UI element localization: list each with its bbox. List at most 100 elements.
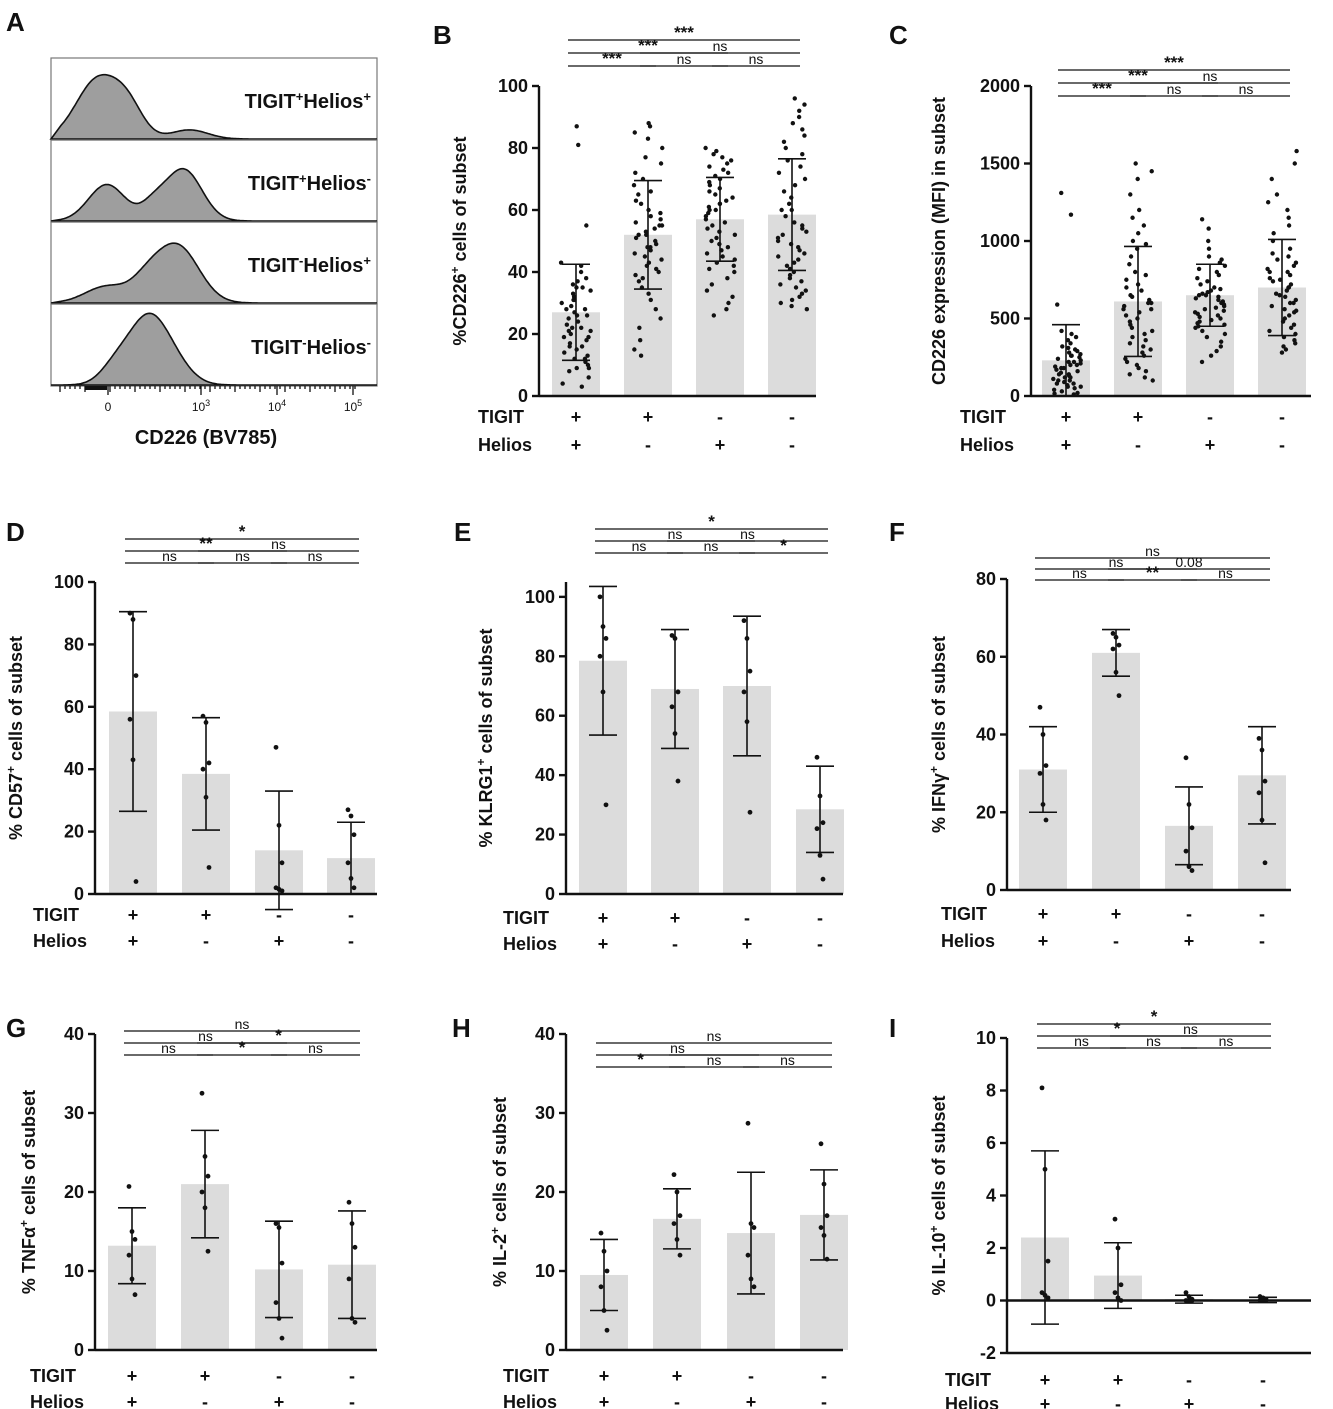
- data-point: [787, 266, 793, 272]
- significance-label: ***: [674, 23, 694, 42]
- tigit-sign: +: [127, 1366, 138, 1386]
- tigit-sign: +: [599, 1366, 610, 1386]
- data-point: [1068, 212, 1074, 217]
- data-point: [276, 822, 282, 828]
- data-point: [1208, 288, 1214, 293]
- data-point: [273, 1300, 279, 1305]
- row-label-helios: Helios: [503, 934, 557, 954]
- panel-e: E% KLRG1+ cells of subset020406080100TIG…: [454, 512, 844, 954]
- data-point: [820, 876, 826, 882]
- row-label-helios: Helios: [478, 435, 532, 455]
- x-tick-label: 105: [344, 398, 362, 414]
- data-point: [1287, 246, 1293, 251]
- data-point: [349, 1316, 355, 1321]
- data-point: [677, 1252, 683, 1258]
- data-point: [724, 307, 729, 312]
- y-tick-label: 80: [976, 569, 996, 589]
- data-point: [603, 802, 609, 808]
- tigit-sign: +: [200, 1366, 211, 1386]
- significance-label: ns: [1109, 554, 1124, 570]
- row-label-helios: Helios: [30, 1392, 84, 1409]
- data-point: [789, 303, 794, 309]
- data-point: [633, 198, 639, 203]
- data-point: [570, 282, 576, 287]
- data-point: [348, 813, 354, 819]
- data-point: [786, 201, 792, 206]
- data-point: [717, 176, 723, 182]
- data-point: [1039, 1085, 1045, 1091]
- data-point: [561, 334, 567, 340]
- helios-sign: +: [274, 1392, 285, 1409]
- data-point: [1078, 384, 1083, 389]
- significance-label: ***: [1092, 79, 1112, 98]
- y-tick-label: 10: [535, 1261, 555, 1281]
- panel-g: G% TNFα+ cells of subset010203040TIGITHe…: [6, 1013, 377, 1409]
- data-point: [1150, 328, 1155, 334]
- data-point: [703, 145, 708, 151]
- data-point: [653, 307, 658, 312]
- data-point: [672, 731, 678, 736]
- data-point: [202, 1154, 208, 1159]
- data-point: [1110, 631, 1116, 636]
- data-point: [1135, 316, 1140, 321]
- y-axis-label-part: % KLRG1: [476, 766, 496, 848]
- data-point: [127, 716, 133, 722]
- data-point: [704, 251, 710, 256]
- label-part: TIGIT: [248, 255, 299, 277]
- significance-label: ns: [670, 1040, 685, 1056]
- data-point: [792, 96, 797, 101]
- label-part: Helios: [307, 173, 367, 195]
- data-point: [703, 217, 709, 222]
- data-point: [1129, 325, 1135, 330]
- significance-label: ns: [1239, 81, 1254, 97]
- data-point: [579, 344, 585, 349]
- helios-sign: -: [789, 435, 795, 455]
- data-point: [1072, 386, 1077, 391]
- helios-sign: +: [746, 1392, 757, 1409]
- data-point: [1135, 176, 1140, 182]
- tigit-sign: +: [128, 905, 139, 925]
- significance-label: *: [239, 1038, 246, 1057]
- data-point: [583, 276, 589, 281]
- data-point: [1141, 223, 1147, 228]
- label-part: Helios: [303, 255, 363, 277]
- data-point: [788, 241, 794, 247]
- data-point: [1256, 735, 1262, 741]
- data-point: [671, 1172, 677, 1178]
- data-point: [1283, 294, 1288, 299]
- panel-a: ATIGIT+Helios+TIGIT+Helios-TIGIT-Helios+…: [6, 7, 378, 449]
- data-point: [731, 263, 736, 268]
- data-point: [1287, 300, 1293, 306]
- histogram-box: [50, 303, 378, 387]
- data-point: [586, 334, 591, 340]
- data-point: [1045, 1258, 1051, 1264]
- data-point: [588, 288, 593, 293]
- data-point: [778, 282, 783, 287]
- data-point: [1217, 260, 1223, 265]
- data-point: [797, 248, 802, 253]
- data-point: [633, 220, 638, 225]
- tigit-sign: +: [598, 908, 609, 928]
- data-point: [714, 148, 719, 154]
- data-point: [714, 260, 720, 265]
- row-label-helios: Helios: [941, 931, 995, 951]
- panel-f: F% IFNγ+ cells of subset020406080TIGITHe…: [889, 517, 1291, 951]
- tigit-sign: +: [1061, 407, 1072, 427]
- tigit-sign: -: [276, 905, 282, 925]
- data-point: [578, 263, 584, 268]
- data-point: [1288, 325, 1294, 330]
- data-point: [709, 238, 714, 244]
- tick-exp: 3: [205, 398, 210, 408]
- data-point: [1062, 375, 1068, 380]
- data-point: [636, 232, 641, 237]
- helios-sign: -: [1135, 435, 1141, 455]
- significance-label: ns: [749, 51, 764, 67]
- y-axis-label: % IFNγ+ cells of subset: [927, 636, 949, 833]
- data-point: [574, 347, 579, 352]
- data-point: [1062, 379, 1067, 385]
- tigit-sign: +: [670, 908, 681, 928]
- data-point: [704, 288, 710, 293]
- tigit-sign: -: [349, 1366, 355, 1386]
- data-point: [127, 610, 133, 616]
- data-point: [1286, 215, 1291, 220]
